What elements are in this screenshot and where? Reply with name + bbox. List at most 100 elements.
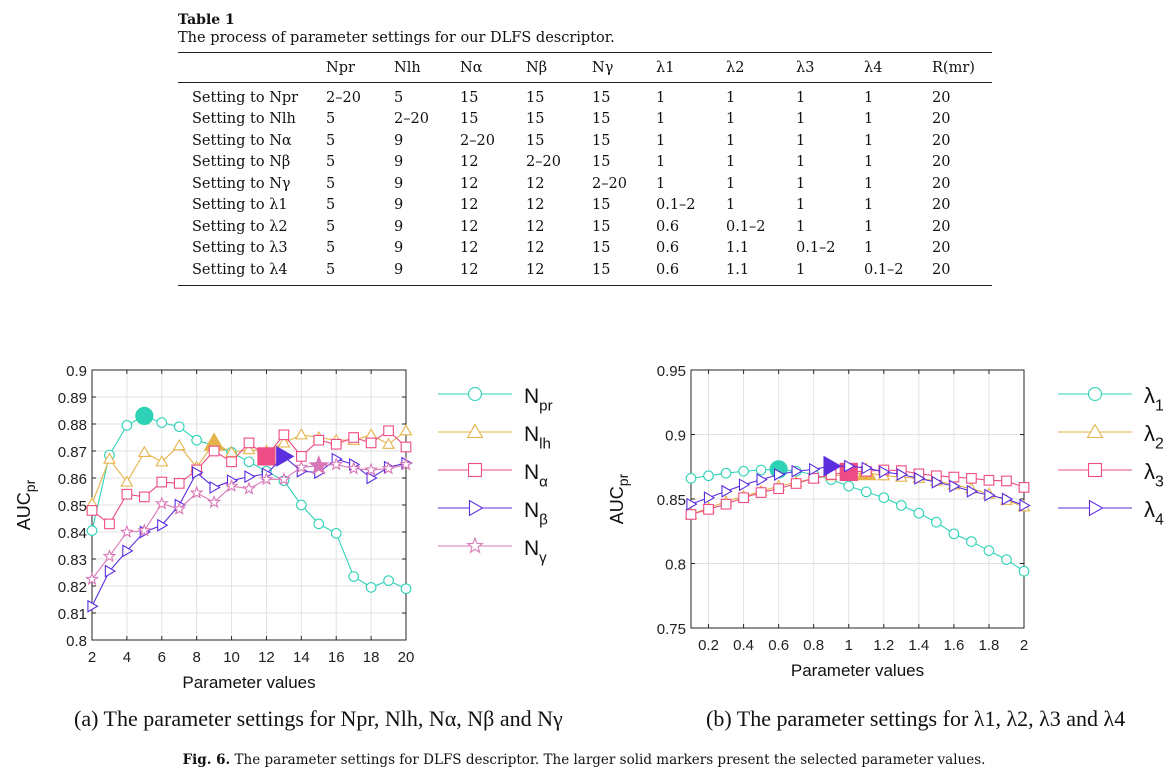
data-point (966, 473, 977, 484)
data-point (756, 473, 768, 487)
x-tick-label: 4 (123, 649, 131, 666)
data-point (242, 481, 256, 495)
table-cell: 2–20 (526, 154, 561, 171)
data-point (276, 472, 291, 486)
y-tick-label: 0.83 (58, 552, 87, 569)
table-cell: 20 (932, 218, 951, 235)
data-point (1001, 492, 1014, 506)
y-tick-label: 0.8 (665, 557, 686, 574)
data-point (365, 437, 377, 449)
data-point (348, 432, 360, 443)
table-cell: 12 (460, 240, 479, 257)
data-point (226, 456, 237, 468)
header-cell: Nβ (526, 60, 548, 76)
legend-marker (467, 462, 483, 478)
table-row: Setting to Nlh 5 2–20 15 15 15 1 1 1 1 20 (178, 109, 992, 131)
table-cell: 0.1–2 (726, 218, 766, 235)
y-tick-label: 0.9 (665, 428, 686, 445)
data-point (878, 492, 890, 504)
table-cell: 15 (592, 111, 611, 128)
row-label-cell: Setting to λ2 (192, 218, 288, 235)
y-tick-label: 0.89 (58, 390, 87, 407)
table-cell: 9 (394, 197, 404, 214)
parameter-table-block: Table 1 The process of parameter setting… (178, 12, 992, 286)
data-point (738, 492, 749, 504)
data-point (330, 528, 342, 539)
table-cell: 1 (796, 175, 806, 192)
data-point (104, 518, 115, 530)
table-cell: 12 (526, 175, 545, 192)
data-point (87, 599, 99, 613)
table-cell: 5 (326, 240, 336, 257)
table-row: Setting to λ4 5 9 12 12 15 0.6 1.1 1 0.1–2 20 (178, 259, 992, 285)
table-cell: 1 (656, 175, 666, 192)
header-cell: Npr (326, 60, 355, 76)
legend-marker (1087, 462, 1103, 478)
data-point (399, 424, 413, 436)
data-point (400, 583, 412, 595)
data-point (949, 479, 961, 493)
x-tick-label: 14 (293, 649, 310, 666)
table-cell: 20 (932, 89, 951, 106)
table-cell: 2–20 (460, 132, 495, 149)
data-point (244, 470, 256, 484)
x-tick-label: 1.8 (979, 637, 1000, 654)
table-cell: 1 (656, 154, 666, 171)
row-label-cell: Setting to Nβ (192, 154, 291, 171)
y-tick-label: 0.75 (657, 621, 686, 638)
legend-item: λ2 (1058, 421, 1164, 453)
table-cell: 1 (656, 111, 666, 128)
data-point (366, 471, 378, 485)
x-tick-label: 2 (1020, 637, 1028, 654)
data-point (191, 434, 203, 446)
table-cell: 15 (592, 240, 611, 257)
data-point (329, 457, 344, 471)
series-Nβ (87, 445, 413, 613)
data-point (86, 525, 98, 536)
legend-label: λ1 (1144, 383, 1164, 415)
y-axis-label: AUCpr (14, 479, 38, 530)
legend-label: Nlh (524, 423, 551, 452)
table-row: Setting to Nγ 5 9 12 12 2–20 1 1 1 1 20 (178, 173, 992, 195)
header-cell (178, 53, 326, 83)
legend-item: λ4 (1058, 497, 1164, 529)
table-cell: 5 (394, 89, 404, 106)
table-cell: 1.1 (726, 261, 750, 278)
data-point (224, 478, 239, 493)
legend-item: λ1 (1058, 383, 1164, 415)
legend-label: Nγ (524, 537, 547, 566)
figure-caption-text: The parameter settings for DLFS descript… (230, 752, 986, 768)
data-point (720, 498, 732, 510)
data-point (809, 462, 821, 476)
legend-marker (466, 423, 484, 439)
data-point (121, 488, 133, 500)
data-point (791, 464, 803, 478)
table-cell: 9 (394, 154, 404, 171)
y-tick-label: 0.95 (657, 363, 686, 380)
table-cell: 15 (460, 111, 479, 128)
data-point (346, 461, 361, 475)
data-point (243, 437, 255, 449)
data-point (209, 480, 221, 494)
data-point (983, 474, 995, 486)
data-point (966, 536, 977, 547)
data-point (192, 466, 204, 480)
selected-point (823, 455, 842, 477)
data-point (703, 470, 714, 482)
table-cell: 9 (394, 261, 404, 278)
series-Npr (86, 406, 412, 595)
legend: λ1 λ2 λ3 λ4 (1058, 383, 1164, 529)
header-cell: Nα (460, 60, 483, 76)
table-row: Setting to λ1 5 9 12 12 15 0.1–2 1 1 1 20 (178, 195, 992, 217)
figure-caption: Fig. 6. The parameter settings for DLFS … (0, 752, 1168, 768)
y-tick-label: 0.9 (66, 363, 87, 380)
x-tick-label: 6 (158, 649, 166, 666)
data-point (348, 571, 360, 582)
table-cell: 1 (656, 89, 666, 106)
data-point (102, 452, 116, 464)
data-point (383, 425, 394, 437)
data-point (1001, 475, 1012, 487)
table-cell: 1 (796, 111, 806, 128)
figure-label: Fig. 6. (182, 752, 231, 768)
y-tick-label: 0.87 (58, 444, 87, 461)
